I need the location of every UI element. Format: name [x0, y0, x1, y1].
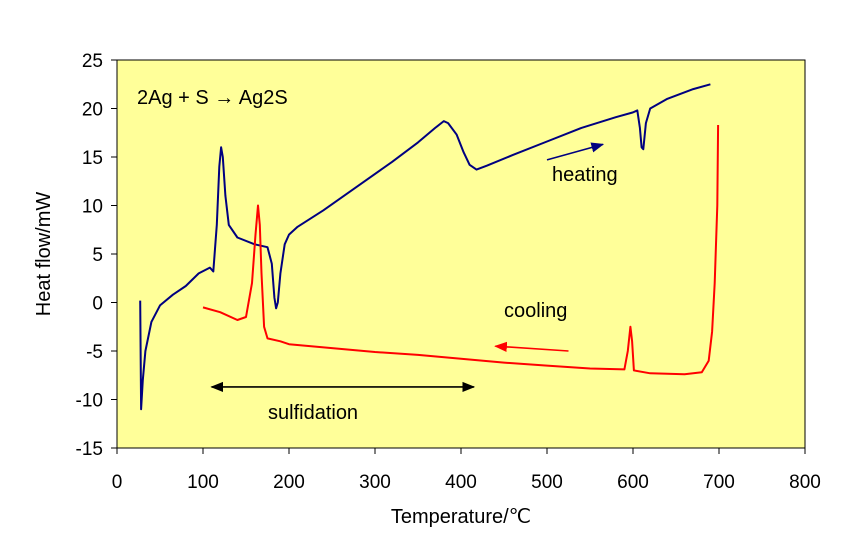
y-tick-label: 0: [92, 294, 103, 315]
y-axis-ticks: 25 20 15 10 5 0 -5 -10 -15: [76, 51, 117, 460]
x-axis-title: Temperature/℃: [391, 506, 531, 528]
x-tick-label: 400: [445, 472, 477, 493]
y-tick-label: -5: [86, 342, 103, 363]
x-tick-label: 0: [112, 472, 123, 493]
series-layer: [139, 83, 720, 411]
x-axis-ticks: 0 100 200 300 400 500 600 700 800: [112, 448, 821, 493]
plot-area: [116, 59, 806, 449]
x-tick-label: 700: [703, 472, 735, 493]
y-tick-label: 20: [82, 100, 103, 121]
y-axis-title: Heat flow/mW: [33, 192, 55, 317]
reaction-equation: 2Ag + S → Ag2S: [137, 87, 288, 109]
x-tick-label: 800: [789, 472, 821, 493]
x-tick-label: 100: [187, 472, 219, 493]
y-tick-label: -15: [76, 439, 103, 460]
x-tick-label: 500: [531, 472, 563, 493]
annotation-arrows: [210, 142, 605, 393]
heating-arrow: [546, 142, 605, 161]
x-tick-label: 200: [273, 472, 305, 493]
heating-curve: [139, 83, 711, 411]
y-tick-label: 5: [92, 245, 103, 266]
x-tick-label: 600: [617, 472, 649, 493]
cooling-curve: [202, 124, 720, 376]
y-tick-label: 25: [82, 51, 103, 72]
cooling-arrow: [494, 341, 569, 353]
cooling-label: cooling: [504, 300, 567, 322]
y-tick-label: -10: [76, 391, 103, 412]
sulfidation-label: sulfidation: [268, 402, 358, 424]
heating-label: heating: [552, 164, 618, 186]
y-tick-label: 10: [82, 197, 103, 218]
y-tick-label: 15: [82, 148, 103, 169]
x-tick-label: 300: [359, 472, 391, 493]
